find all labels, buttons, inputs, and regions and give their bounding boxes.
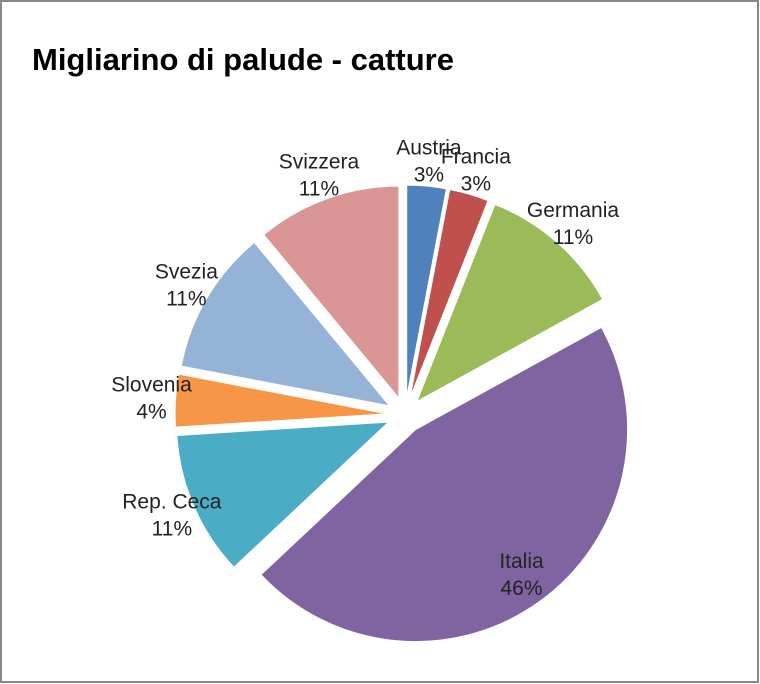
slice-label: Germania — [527, 199, 620, 222]
slice-label: Slovenia — [111, 374, 192, 397]
pie-slice — [174, 373, 388, 428]
pie-slice — [406, 184, 448, 398]
slice-value-label: 3% — [461, 173, 491, 196]
slice-value-label: 3% — [414, 164, 444, 187]
slice-label: Svezia — [155, 260, 218, 283]
slice-value-label: 11% — [166, 287, 206, 310]
slice-label: Rep. Ceca — [122, 490, 222, 513]
slice-value-label: 4% — [136, 401, 166, 424]
pie-slice — [415, 203, 604, 403]
slice-value-label: 46% — [500, 577, 542, 600]
slice-label: Austria — [396, 137, 462, 160]
slice-value-label: 11% — [152, 517, 192, 540]
chart-title: Migliarino di palude - catture — [32, 42, 454, 77]
pie-slice — [180, 241, 391, 407]
pie-slice — [409, 188, 489, 398]
slice-label: Francia — [441, 146, 511, 169]
pie-slice — [263, 185, 400, 400]
pie-slice — [260, 326, 629, 643]
pie-slice — [176, 421, 390, 568]
slice-label: Italia — [499, 550, 544, 573]
slice-value-label: 11% — [299, 178, 339, 201]
slice-value-label: 11% — [553, 226, 593, 249]
slice-label: Svizzera — [279, 151, 360, 174]
